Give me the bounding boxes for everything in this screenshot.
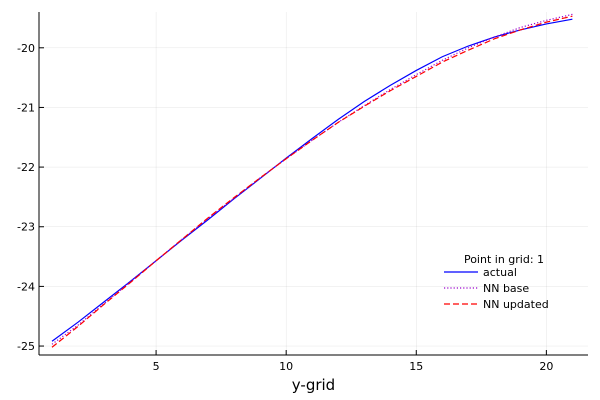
y-tick-label: -25 (17, 340, 35, 353)
grid (39, 12, 588, 355)
series-line-nn-base (51, 13, 573, 345)
y-tick-label: -22 (17, 161, 35, 174)
ticks: 5 10 15 20 -25 -24 -23 -22 -21 -20 (17, 42, 553, 373)
series-line-nn-updated (51, 15, 573, 348)
legend-entry: NN updated (483, 298, 549, 311)
y-tick-label: -24 (17, 280, 35, 293)
y-tick-label: -20 (17, 42, 35, 55)
x-tick-label: 15 (409, 360, 423, 373)
legend-entry: actual (483, 266, 517, 279)
legend-entry: NN base (483, 282, 529, 295)
x-tick-label: 20 (539, 360, 553, 373)
axes (38, 12, 588, 356)
x-axis-title: y-grid (292, 376, 335, 394)
x-tick-label: 10 (279, 360, 293, 373)
y-tick-label: -21 (17, 101, 35, 114)
y-tick-label: -23 (17, 221, 35, 234)
legend-title: Point in grid: 1 (464, 253, 544, 266)
x-tick-label: 5 (153, 360, 160, 373)
series (51, 13, 573, 348)
